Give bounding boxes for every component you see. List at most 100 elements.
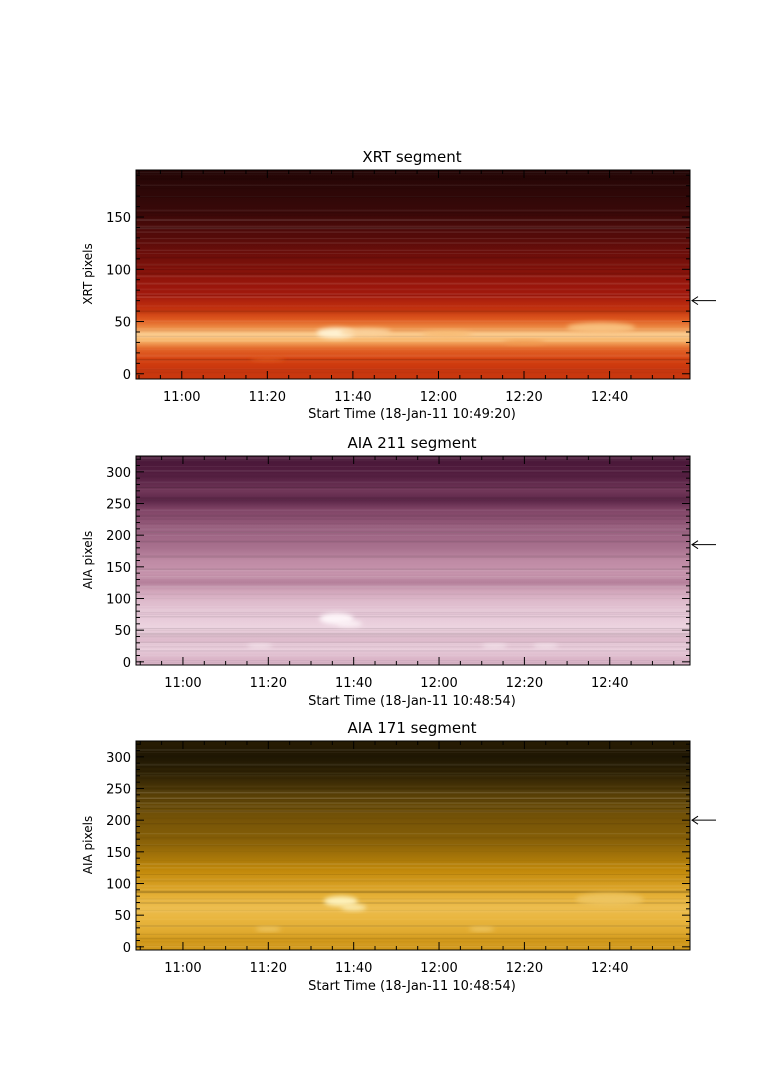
heatmap-striation xyxy=(136,178,690,181)
heatmap-striation xyxy=(136,791,690,793)
heatmap-striation xyxy=(136,568,690,571)
heatmap-striation xyxy=(136,611,690,613)
brightening xyxy=(532,644,559,648)
heatmap-striation xyxy=(136,276,690,278)
heatmap-striation xyxy=(136,575,690,578)
brightening xyxy=(468,927,495,931)
heatmap-striation xyxy=(136,629,690,631)
x-tick-label: 11:40 xyxy=(335,676,372,691)
heatmap-striation xyxy=(136,527,690,529)
heatmap-striation xyxy=(136,195,690,197)
heatmap-striation xyxy=(136,863,690,865)
y-axis-label: XRT pixels xyxy=(81,243,95,304)
heatmap-striation xyxy=(136,899,690,901)
y-axis-ticks: 0 50 100 150 200 250 300 xyxy=(106,458,690,671)
x-axis-ticks: 11:00 11:20 11:40 12:00 12:20 12:40 xyxy=(139,741,675,976)
brightening xyxy=(340,328,392,336)
brightening xyxy=(250,357,285,362)
heatmap-striation xyxy=(136,525,690,527)
x-tick-label: 12:40 xyxy=(591,390,628,405)
heatmap-striation xyxy=(136,354,690,356)
heatmap-striation xyxy=(136,309,690,312)
heatmap-striation xyxy=(136,879,690,882)
brightening xyxy=(575,893,644,906)
heatmap-striation xyxy=(136,340,690,342)
x-tick-label: 11:00 xyxy=(163,390,200,405)
heatmap-striation xyxy=(136,808,690,809)
heatmap-striation xyxy=(136,227,690,230)
brightening xyxy=(340,904,367,911)
heatmap-striation xyxy=(136,263,690,265)
heatmap-striation xyxy=(136,368,690,371)
brightening xyxy=(246,644,273,648)
heatmap-striation xyxy=(136,798,690,799)
heatmap-striation xyxy=(136,780,690,781)
heatmap-striation xyxy=(136,569,690,572)
heatmap-striation xyxy=(136,606,690,608)
heatmap-striation xyxy=(136,925,690,927)
heatmap-striation xyxy=(136,777,690,780)
heatmap-striation xyxy=(136,355,690,358)
heatmap-striation xyxy=(136,457,690,460)
x-tick-label: 11:20 xyxy=(250,961,287,976)
heatmap-striation xyxy=(136,297,690,299)
y-tick-label: 0 xyxy=(123,368,131,383)
heatmap-striation xyxy=(136,891,690,894)
heatmap-striation xyxy=(136,933,690,935)
heatmap-striation xyxy=(136,242,690,244)
panel-xrt: XRT segment 0 50 100 150 11:00 11:20 11:40 12:… xyxy=(81,148,716,422)
heatmap-striation xyxy=(136,498,690,500)
heatmap-aia-211 xyxy=(136,456,690,665)
heatmap-striation xyxy=(136,515,690,517)
heatmap-striation xyxy=(136,288,690,291)
y-tick-label: 100 xyxy=(106,593,131,608)
y-tick-label: 150 xyxy=(106,846,131,861)
y-tick-label: 150 xyxy=(106,561,131,576)
arrow-marker xyxy=(691,815,716,825)
heatmap-striation xyxy=(136,643,690,645)
heatmap-striation xyxy=(136,188,690,189)
heatmap-striation xyxy=(136,943,690,946)
heatmap-striation xyxy=(136,656,690,658)
heatmap-striation xyxy=(136,823,690,825)
heatmap-striation xyxy=(136,876,690,877)
arrow-head xyxy=(691,540,699,550)
heatmap-striation xyxy=(136,576,690,578)
heatmap-striation xyxy=(136,838,690,840)
heatmap-striation xyxy=(136,833,690,835)
x-tick-label: 12:20 xyxy=(505,390,542,405)
heatmap-striation xyxy=(136,878,690,881)
x-axis-label: Start Time (18-Jan-11 10:49:20) xyxy=(308,407,516,422)
heatmap-striation xyxy=(136,226,690,227)
heatmap-striation xyxy=(136,806,690,808)
heatmap-striation xyxy=(136,749,690,751)
heatmap-striation xyxy=(136,330,690,332)
heatmap-striation xyxy=(136,616,690,618)
x-tick-label: 12:20 xyxy=(506,676,543,691)
heatmap-striation xyxy=(136,797,690,800)
heatmap-striation xyxy=(136,888,690,891)
heatmap-striation xyxy=(136,218,690,221)
x-tick-label: 11:40 xyxy=(335,961,372,976)
heatmap-striation xyxy=(136,518,690,520)
heatmap-striation xyxy=(136,173,690,175)
heatmap-striation xyxy=(136,804,690,807)
heatmap-striation xyxy=(136,272,690,275)
heatmap-striation xyxy=(136,662,690,664)
heatmap-striation xyxy=(136,488,690,490)
y-tick-label: 0 xyxy=(123,656,131,671)
x-tick-label: 11:00 xyxy=(164,676,201,691)
arrow-marker xyxy=(691,296,716,306)
x-axis-label: Start Time (18-Jan-11 10:48:54) xyxy=(308,694,516,709)
arrow-head xyxy=(691,296,699,306)
heatmap-striation xyxy=(136,661,690,663)
heatmap-striation xyxy=(136,660,690,662)
heatmap-striation xyxy=(136,310,690,313)
heatmap-background xyxy=(136,741,690,950)
panel-title: AIA 171 segment xyxy=(348,719,477,737)
heatmap-striation xyxy=(136,802,690,805)
brightening xyxy=(566,322,636,334)
heatmap-striation xyxy=(136,810,690,812)
heatmap-striation xyxy=(136,598,690,599)
heatmap-striation xyxy=(136,470,690,472)
